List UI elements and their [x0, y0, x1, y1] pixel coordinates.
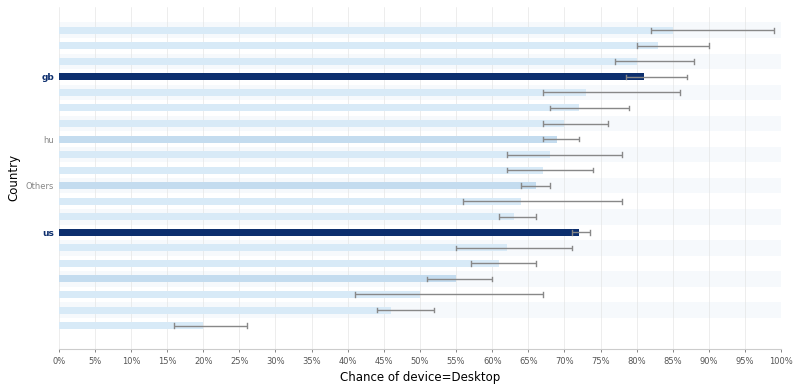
Bar: [58, 89, 586, 96]
Bar: [58, 240, 781, 256]
Bar: [58, 151, 550, 158]
Bar: [58, 307, 391, 314]
Bar: [58, 147, 781, 162]
Bar: [58, 209, 781, 224]
Bar: [58, 136, 558, 143]
Bar: [58, 27, 673, 34]
Bar: [58, 194, 781, 209]
Bar: [58, 302, 781, 318]
Bar: [58, 54, 781, 69]
Bar: [58, 100, 781, 116]
Bar: [58, 116, 781, 131]
Bar: [58, 260, 499, 267]
Bar: [58, 291, 420, 298]
Bar: [58, 167, 542, 174]
Y-axis label: Country: Country: [7, 154, 20, 201]
Bar: [58, 38, 781, 54]
Bar: [58, 85, 781, 100]
Bar: [58, 74, 644, 81]
Bar: [58, 244, 506, 251]
Bar: [58, 198, 521, 205]
Bar: [58, 275, 456, 282]
Bar: [58, 224, 781, 240]
Bar: [58, 271, 781, 287]
Bar: [58, 69, 781, 85]
Bar: [58, 42, 658, 49]
Bar: [58, 162, 781, 178]
Bar: [58, 182, 535, 189]
Bar: [58, 104, 579, 111]
Bar: [58, 256, 781, 271]
Bar: [58, 58, 637, 65]
Bar: [58, 178, 781, 194]
X-axis label: Chance of device=Desktop: Chance of device=Desktop: [340, 371, 500, 384]
Bar: [58, 287, 781, 302]
Bar: [58, 322, 203, 329]
Bar: [58, 229, 579, 236]
Bar: [58, 131, 781, 147]
Bar: [58, 120, 565, 127]
Bar: [58, 213, 514, 220]
Bar: [58, 23, 781, 38]
Bar: [58, 318, 781, 333]
